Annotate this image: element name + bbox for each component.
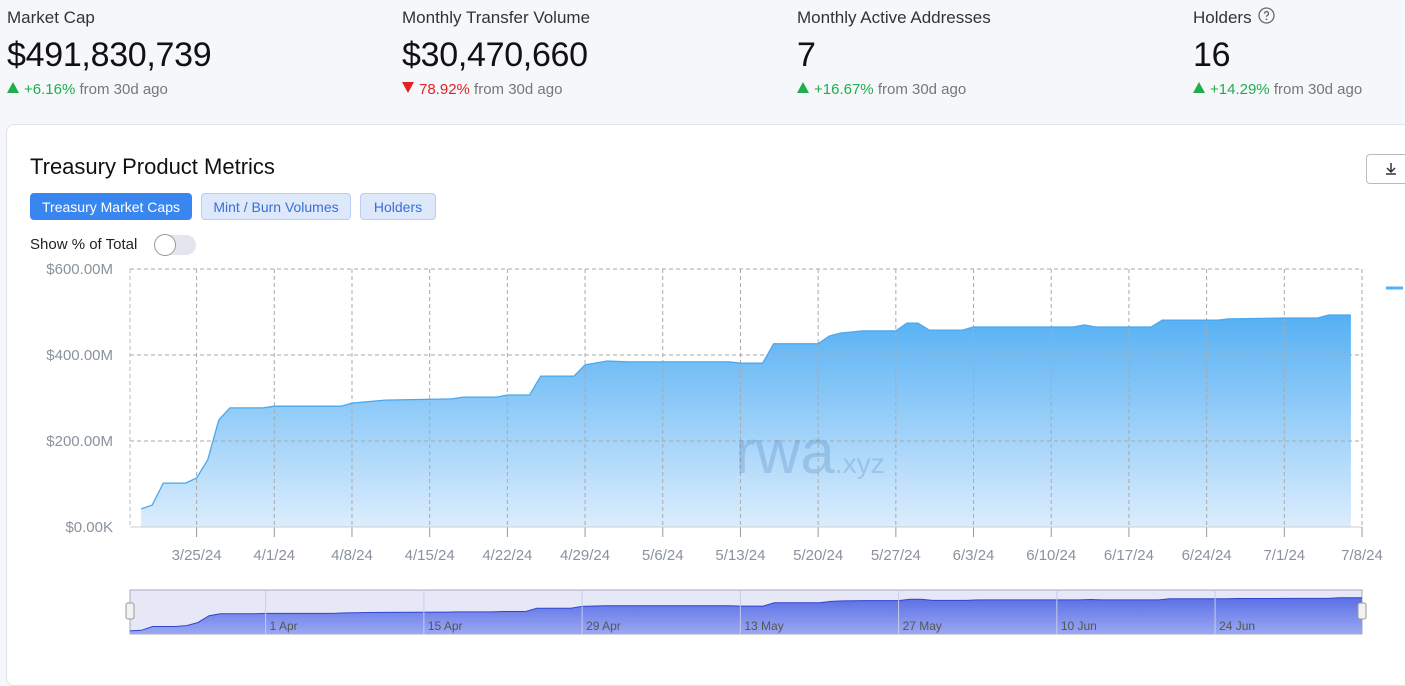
toggle-label: Show % of Total (30, 236, 138, 253)
x-tick-label: 5/6/24 (642, 547, 684, 564)
navigator-tick-label: 29 Apr (586, 619, 621, 633)
change-period: from 30d ago (1273, 81, 1363, 98)
stat: Monthly Active Addresses 7 +16.67% from 30… (797, 6, 1187, 98)
x-tick-label: 5/27/24 (871, 547, 921, 564)
stat-label-text: Monthly Transfer Volume (402, 8, 591, 27)
stat-label-text: Monthly Active Addresses (797, 8, 991, 27)
y-tick-label: $200.00M (46, 433, 113, 450)
navigator-tick-label: 10 Jun (1061, 619, 1097, 633)
stat-label-text: Market Cap (7, 8, 95, 27)
change-value: +6.16% (24, 81, 76, 98)
x-tick-label: 7/8/24 (1341, 547, 1383, 564)
change-arrow (7, 82, 19, 93)
stat-value: 7 (797, 36, 816, 74)
stat-label-text: Holders (1193, 8, 1252, 27)
navigator-area (130, 597, 1362, 634)
stat: Monthly Transfer Volume $30,470,660 78.92%… (402, 6, 792, 98)
help-icon (1257, 7, 1275, 29)
x-tick-label: 6/3/24 (953, 547, 995, 564)
change-arrow (1193, 82, 1205, 93)
y-tick-label: $600.00M (46, 261, 113, 278)
watermark-text: rwa.xyz (735, 418, 885, 487)
navigator-tick-label: 1 Apr (270, 619, 298, 633)
x-tick-label: 4/29/24 (560, 547, 610, 564)
stat-label: Monthly Active Addresses (797, 6, 1187, 30)
download-icon (1386, 163, 1396, 175)
x-tick-label: 4/22/24 (482, 547, 532, 564)
stat-change: +14.29% from 30d ago (1193, 81, 1405, 98)
stat-label: Holders (1193, 6, 1405, 30)
navigator-tick-label: 27 May (903, 619, 942, 633)
navigator-line (129, 597, 1362, 632)
x-tick-label: 4/15/24 (405, 547, 455, 564)
change-value: +16.67% (814, 81, 874, 98)
x-tick-label: 6/24/24 (1182, 547, 1232, 564)
stat-change: 78.92% from 30d ago (402, 81, 792, 98)
x-tick-label: 6/17/24 (1104, 547, 1154, 564)
stat-label: Monthly Transfer Volume (402, 6, 792, 30)
change-value: 78.92% (419, 81, 470, 98)
navigator-tick-label: 15 Apr (428, 619, 463, 633)
stat-value: 16 (1193, 36, 1231, 74)
chart: $0.00K $200.00M $400.00M $600.00M 3/25/24 4/1… (46, 261, 1403, 635)
watermark-suffix: .xyz (835, 448, 885, 479)
stat-change: +16.67% from 30d ago (797, 81, 1187, 98)
navigator-tick-label: 24 Jun (1219, 619, 1255, 633)
change-period: from 30d ago (474, 81, 563, 98)
navigator-handle[interactable] (125, 602, 135, 620)
area (141, 315, 1351, 527)
navigator-handle[interactable] (1357, 602, 1367, 620)
line (140, 314, 1351, 510)
stat-change: +6.16% from 30d ago (7, 81, 397, 98)
download-button[interactable] (1366, 154, 1405, 184)
stat-value: $30,470,660 (402, 36, 588, 74)
stat-value: $491,830,739 (7, 36, 212, 74)
tab-button[interactable]: Mint / Burn Volumes (201, 193, 351, 220)
panel-title: Treasury Product Metrics (30, 154, 275, 179)
tab-button[interactable]: Treasury Market Caps (30, 193, 192, 220)
x-tick-label: 4/8/24 (331, 547, 373, 564)
page: { "stats": [ {"label": "Market Cap", "va… (6, 6, 1405, 686)
change-period: from 30d ago (877, 81, 967, 98)
change-value: +14.29% (1210, 81, 1270, 98)
x-tick-label: 3/25/24 (172, 547, 222, 564)
x-tick-label: 5/20/24 (793, 547, 843, 564)
x-tick-label: 7/1/24 (1263, 547, 1305, 564)
y-tick-label: $400.00M (46, 347, 113, 364)
tab-button[interactable]: Holders (360, 193, 436, 220)
navigator-tick-label: 13 May (744, 619, 783, 633)
change-arrow (797, 82, 809, 93)
watermark-main: rwa (735, 418, 835, 487)
help-icon-svg (1257, 7, 1275, 24)
stat: Market Cap $491,830,739 +6.16% from 30d ag… (7, 6, 397, 98)
change-arrow (402, 82, 414, 93)
x-tick-label: 4/1/24 (253, 547, 295, 564)
toggle[interactable] (154, 234, 196, 256)
stat-label: Market Cap (7, 6, 397, 30)
x-tick-label: 6/10/24 (1026, 547, 1076, 564)
toggle-knob (154, 234, 176, 256)
change-period: from 30d ago (79, 81, 168, 98)
x-tick-label: 5/13/24 (715, 547, 765, 564)
y-tick-label: $0.00K (65, 519, 113, 536)
stat: Holders 16 +14.29% from 30d ago (1193, 6, 1405, 98)
